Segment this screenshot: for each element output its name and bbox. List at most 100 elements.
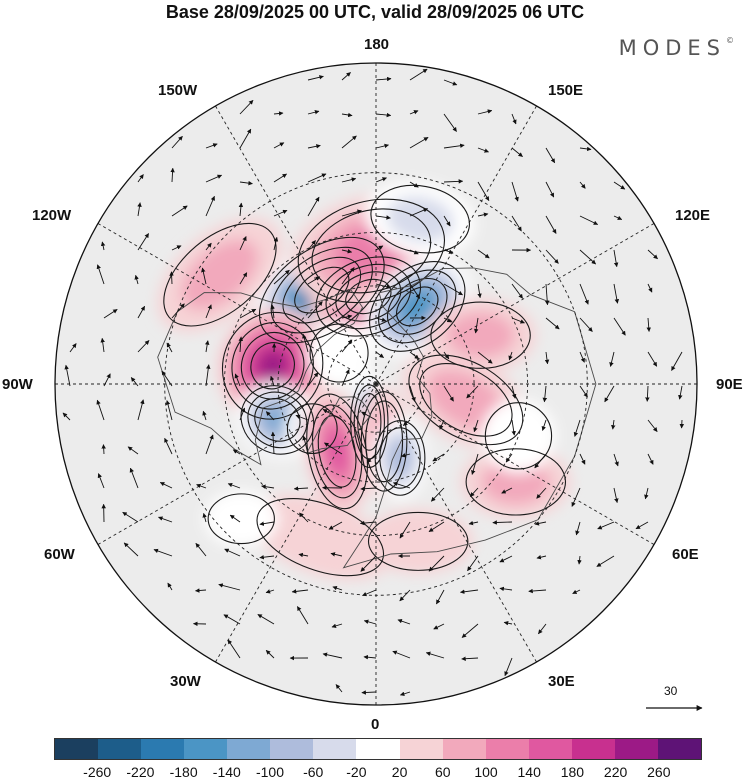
wind-vector (579, 215, 599, 225)
wind-vector (504, 657, 513, 677)
wind-vector (432, 453, 445, 462)
contour-neg-alaska-east (309, 323, 369, 383)
colorbar-tick-label: 180 (560, 764, 585, 780)
wind-vector (471, 453, 479, 475)
wind-vector (425, 651, 445, 659)
wind-vector (613, 283, 620, 304)
wind-vector (273, 173, 287, 183)
wind-vector (224, 548, 241, 557)
contour-line (163, 222, 277, 327)
wind-vector (69, 343, 77, 353)
wind-vector (511, 317, 525, 324)
wind-vector (541, 419, 547, 431)
contour-pos-atlantic (256, 498, 385, 577)
contour-line (408, 354, 524, 446)
wind-vector (604, 385, 615, 403)
wind-vector (508, 351, 513, 361)
contour-line (367, 511, 469, 571)
wind-vector (341, 267, 355, 285)
wind-vector (477, 181, 490, 201)
wind-vector (392, 650, 411, 659)
wind-vector (499, 555, 513, 563)
anomaly-level (362, 509, 474, 574)
colorbar-tick-label: -140 (212, 764, 241, 780)
wind-vector (511, 181, 519, 202)
wind-vector (137, 233, 150, 251)
wind-vector (239, 128, 252, 149)
wind-vector (341, 177, 357, 183)
contour-line (419, 362, 513, 437)
contour-line (207, 493, 275, 545)
wind-vector (505, 453, 513, 463)
wind-vector (443, 351, 450, 360)
wind-vector (443, 113, 457, 132)
colorbar-tick-label: -20 (346, 764, 367, 780)
colorbar-tick-label: -100 (255, 764, 285, 780)
wind-vector (330, 552, 343, 557)
wind-vector (122, 511, 139, 523)
coastline (157, 288, 364, 466)
wind-vector (158, 516, 173, 523)
wind-vector (477, 212, 489, 217)
label-180: 180 (364, 36, 390, 53)
colorbar-segment (356, 739, 400, 759)
anomaly-pos-atlantic (249, 494, 391, 580)
label-150w: 150W (158, 82, 198, 99)
wind-vector (238, 202, 244, 217)
contour-line (350, 375, 389, 468)
wind-vector (130, 377, 139, 387)
wind-vector (161, 370, 173, 387)
anomaly-neg-pacific-ne (365, 181, 475, 257)
wind-vector (167, 582, 173, 591)
wind-vector (433, 623, 445, 630)
wind-vector (409, 249, 419, 255)
wind-vector (477, 147, 489, 153)
label-60w: 60W (44, 546, 75, 563)
wind-vector (307, 173, 327, 183)
wind-vector (331, 623, 343, 629)
contour-line (250, 342, 295, 390)
wind-vector (261, 484, 275, 489)
colorbar (54, 738, 702, 760)
wind-vector (196, 483, 207, 489)
anomaly-pos-europe (362, 509, 474, 574)
contour-neg-davis (286, 403, 338, 455)
wind-vector (443, 79, 458, 86)
contour-line (317, 415, 357, 488)
wind-vector (579, 249, 597, 265)
wind-vector (360, 555, 377, 572)
wind-vector (291, 589, 309, 594)
wind-vector (103, 309, 118, 319)
wind-vector (259, 554, 275, 560)
wind-vector (296, 606, 309, 625)
wind-vector (361, 690, 377, 695)
wind-vector (341, 72, 351, 81)
colorbar-ticks: -260 -220 -180 -140 -100 -60 -20 20 60 100 140 180 2… (54, 764, 702, 782)
wind-vector (299, 512, 309, 523)
wind-vector (171, 245, 182, 251)
wind-vector (635, 521, 649, 530)
colorbar-segment (528, 739, 572, 759)
colorbar-tick-label: 20 (391, 764, 408, 780)
wind-vector (579, 181, 586, 189)
label-30w: 30W (170, 673, 201, 690)
wind-vector (461, 623, 479, 638)
wind-vector (359, 520, 377, 526)
label-0: 0 (371, 716, 380, 733)
contour-line (309, 323, 369, 383)
wind-vector (307, 301, 323, 319)
wind-vector (273, 236, 279, 251)
wind-vector (201, 267, 207, 285)
wind-vector (375, 76, 392, 82)
wind-vector (647, 419, 658, 432)
wind-vector (468, 520, 479, 526)
wind-vector (575, 521, 581, 536)
contour-pos-russia-n (408, 354, 524, 446)
colorbar-segment (399, 739, 443, 759)
wind-vector (324, 442, 343, 455)
wind-vector (492, 520, 513, 525)
anomaly-level (481, 399, 556, 473)
wind-vector (239, 180, 253, 186)
anomaly-pos-kazakh (460, 445, 572, 519)
wind-vector (609, 351, 615, 367)
